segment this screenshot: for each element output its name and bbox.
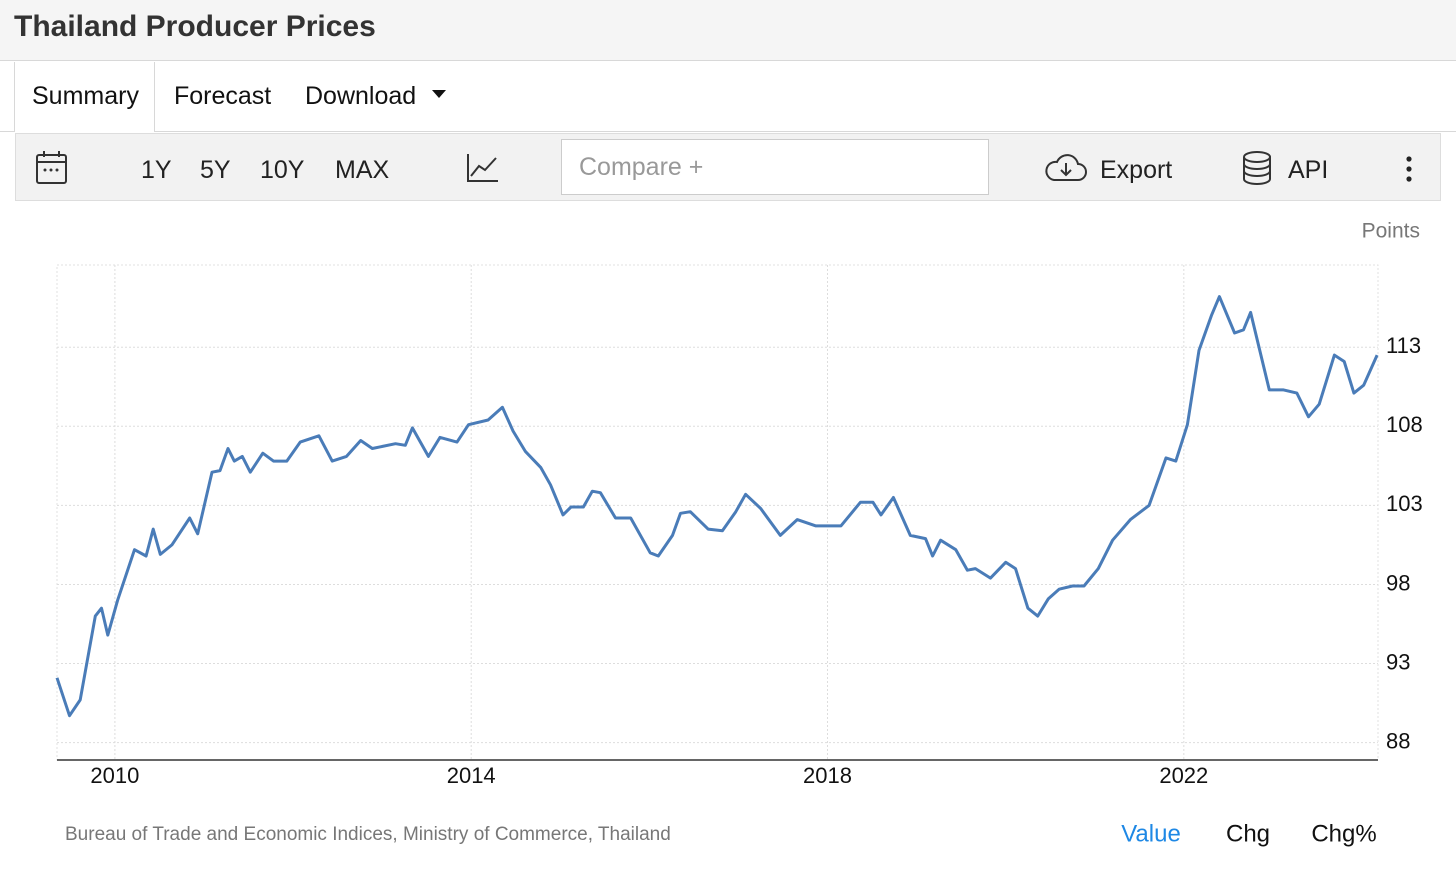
api-button[interactable]: API bbox=[1288, 156, 1329, 184]
source: Bureau of Trade and Economic Indices, Mi… bbox=[65, 824, 671, 845]
y-tick-label: 103 bbox=[1386, 491, 1423, 516]
tab[interactable]: Summary bbox=[32, 82, 139, 110]
title-bar bbox=[0, 0, 1456, 61]
mode-button[interactable]: Chg bbox=[1226, 820, 1270, 847]
page-title: Thailand Producer Prices bbox=[14, 10, 376, 43]
y-tick-label: 88 bbox=[1386, 728, 1410, 753]
more-menu[interactable] bbox=[1400, 155, 1418, 185]
mode-button[interactable]: Value bbox=[1121, 820, 1181, 847]
tab-border bbox=[0, 131, 1456, 132]
range-button[interactable]: 10Y bbox=[260, 156, 305, 184]
y-tick-label: 98 bbox=[1386, 570, 1410, 595]
active-tab[interactable] bbox=[14, 62, 155, 132]
export-icon[interactable] bbox=[1044, 152, 1088, 184]
export-button[interactable]: Export bbox=[1100, 156, 1173, 184]
compare-input[interactable]: Compare + bbox=[561, 139, 989, 195]
tab[interactable]: Download bbox=[305, 82, 417, 110]
x-tick-label: 2018 bbox=[803, 763, 852, 788]
y-tick-label: 113 bbox=[1386, 333, 1421, 358]
x-tick-label: 2014 bbox=[447, 763, 496, 788]
range-button[interactable]: 5Y bbox=[200, 156, 231, 184]
chart-type-icon[interactable] bbox=[465, 152, 501, 184]
mode-button[interactable]: Chg% bbox=[1311, 820, 1376, 847]
calendar-icon[interactable] bbox=[34, 150, 70, 186]
x-tick-label: 2010 bbox=[90, 763, 139, 788]
y-tick-label: 93 bbox=[1386, 649, 1410, 674]
data-line bbox=[55, 295, 1379, 718]
x-tick-label: 2022 bbox=[1159, 763, 1208, 788]
plot-frame bbox=[56, 264, 1379, 761]
tab[interactable]: Forecast bbox=[174, 82, 272, 110]
y-tick-label: 108 bbox=[1386, 412, 1423, 437]
dropdown-caret bbox=[432, 90, 446, 98]
y-axis-unit: Points bbox=[1362, 220, 1420, 243]
api-icon[interactable] bbox=[1240, 150, 1274, 186]
range-button[interactable]: MAX bbox=[335, 156, 390, 184]
range-button[interactable]: 1Y bbox=[141, 156, 172, 184]
